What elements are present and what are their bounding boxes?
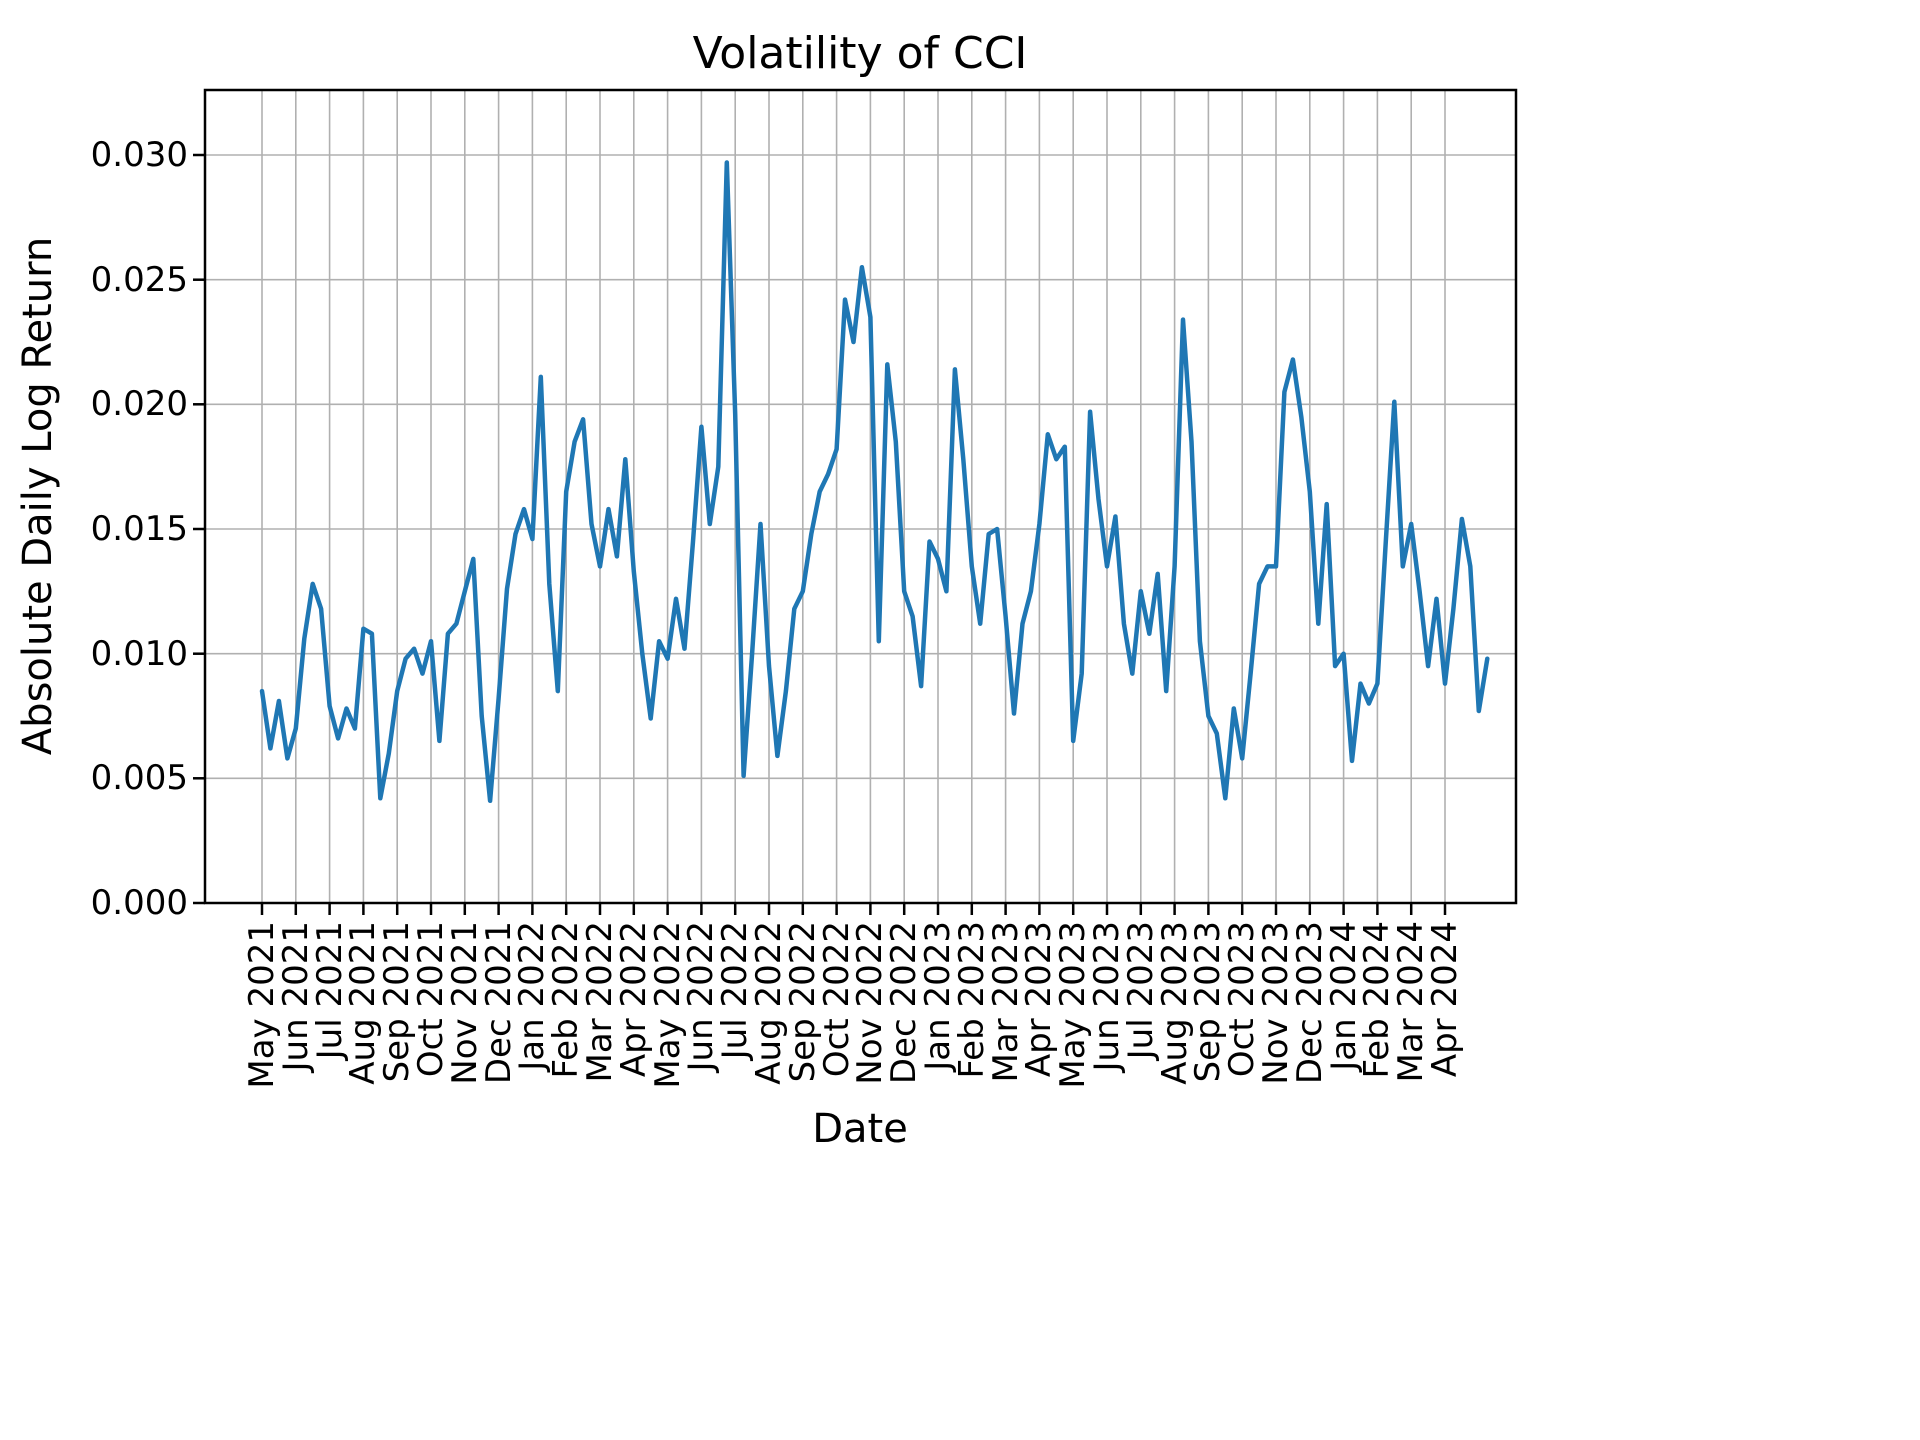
- y-tick-label: 0.000: [90, 883, 188, 923]
- y-tick-label: 0.020: [90, 384, 188, 425]
- y-tick-label: 0.005: [90, 758, 188, 799]
- y-axis-label: Absolute Daily Log Return: [15, 236, 61, 756]
- x-tick-label: Apr 2024: [1425, 921, 1465, 1078]
- y-tick-label: 0.010: [90, 633, 188, 674]
- chart-title: Volatility of CCI: [692, 28, 1028, 79]
- x-axis-label: Date: [812, 1106, 908, 1152]
- y-tick-label: 0.025: [90, 259, 188, 300]
- y-tick-label: 0.030: [90, 135, 188, 175]
- y-tick-label: 0.015: [90, 509, 188, 549]
